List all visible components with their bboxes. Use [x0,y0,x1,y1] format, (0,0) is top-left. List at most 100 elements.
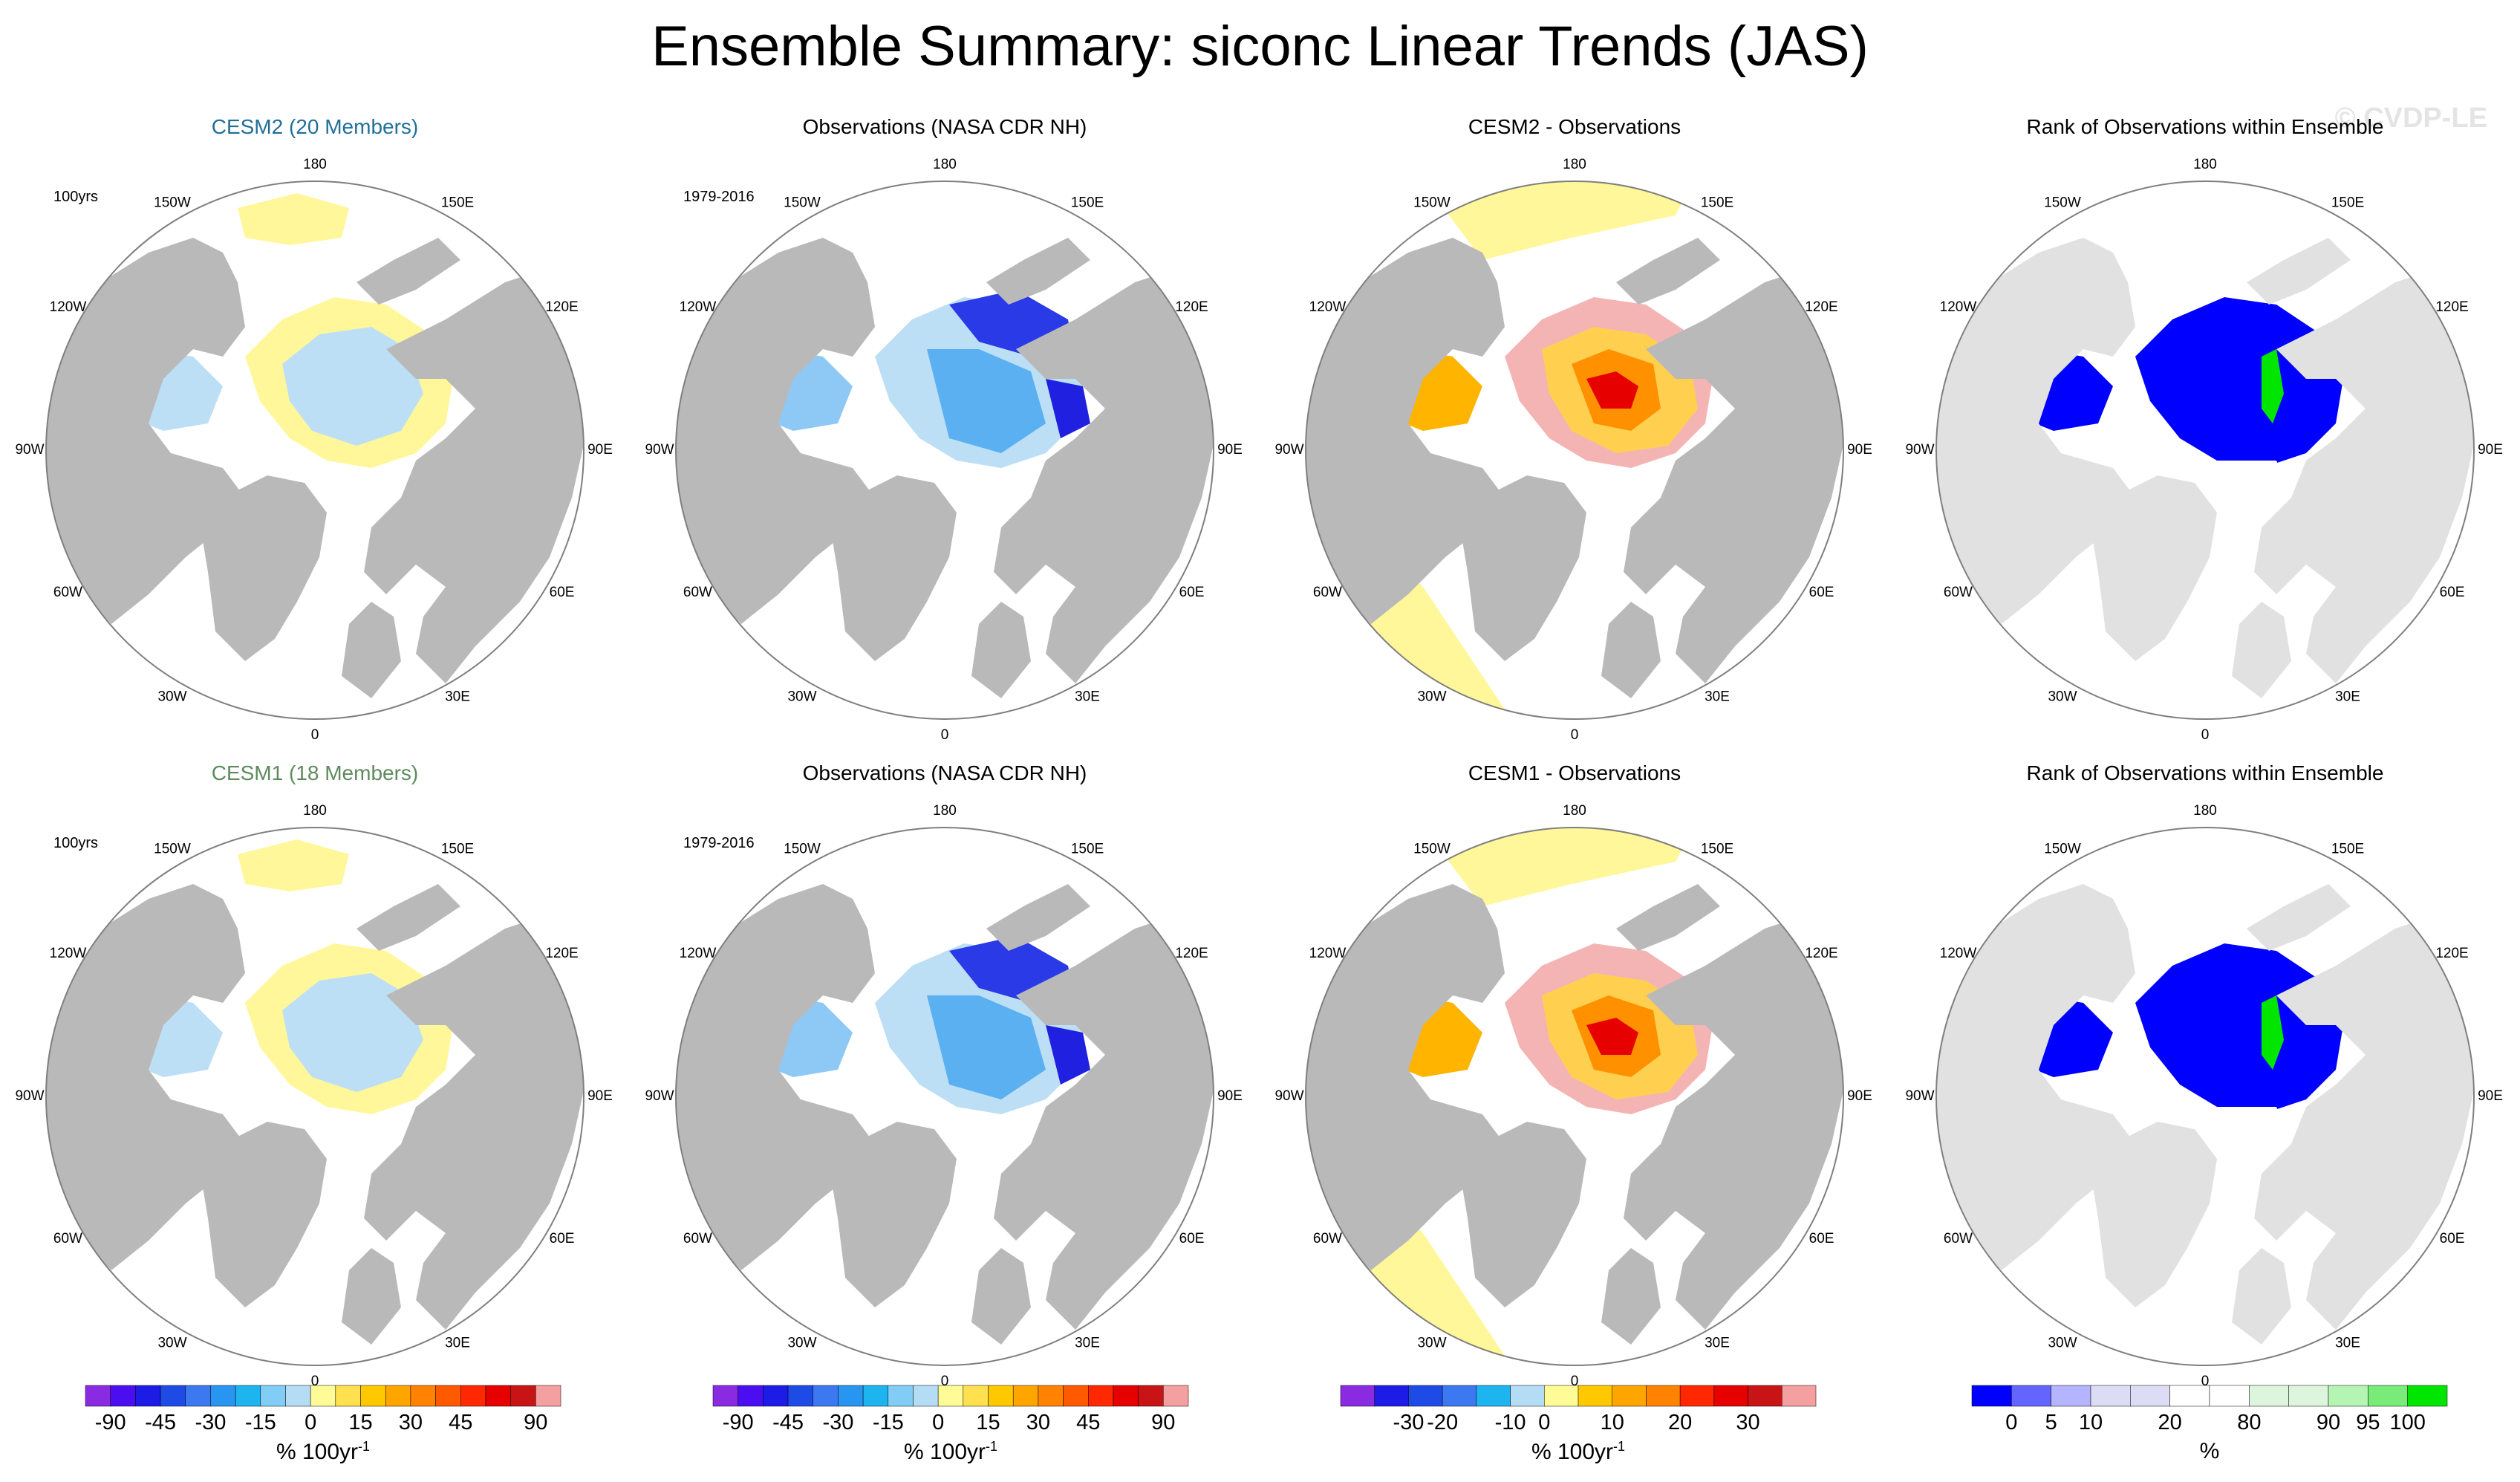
longitude-label: 90W [1274,442,1303,458]
longitude-label: 150E [2331,195,2364,210]
colorbar-swatch [1544,1385,1579,1407]
panel-title: Rank of Observations within Ensemble [2026,115,2384,138]
longitude-label: 120W [680,299,717,315]
units-exponent: -1 [358,1439,371,1454]
longitude-label: 90E [2478,442,2503,458]
longitude-label: 120W [680,946,717,961]
colorbar-swatch [1374,1385,1409,1407]
colorbar-swatches [85,1385,561,1407]
obs-moderate-decline [927,349,1046,453]
map-panel-ensemble: 180 150E 120E 90E 60E 30E 0 30W 60W 90W 120W 150W CE… [0,758,630,1404]
land-eurasia [1624,914,1843,1330]
map-panel-observations: 180 150E 120E 90E 60E 30E 0 30W 60W 90W 120W 150W Ob… [630,111,1260,758]
colorbar: -90 -45 -30 -15 0 15 30 45 90 % 100yr-1 [85,1385,561,1475]
longitude-label: 150E [2331,841,2364,857]
land-chukotka [986,238,1090,305]
colorbar-swatch [813,1385,839,1407]
panel-title: Rank of Observations within Ensemble [2026,761,2384,784]
units-exponent: -1 [1613,1439,1626,1454]
longitude-label: 30W [1417,689,1446,705]
longitude-label: 150W [1413,841,1451,857]
land-northAmerica [46,884,245,1270]
colorbar-swatch [210,1385,236,1407]
polar-map: 180 150E 120E 90E 60E 30E 0 30W 60W 90W 120W 150W [15,803,613,1389]
colorbar-tick-label: -15 [244,1411,276,1434]
longitude-label: 30E [445,1336,470,1351]
rank-low-region [2135,943,2343,1114]
land-eurasia [364,267,584,683]
longitude-label: 90W [15,1088,44,1104]
map-panel-difference: 180 150E 120E 90E 60E 30E 0 30W 60W 90W 120W 150W CE… [1260,758,1889,1404]
longitude-label: 30E [2335,689,2360,705]
rank-high-band [2262,349,2284,423]
colorbar-swatch [285,1385,311,1407]
colorbar-swatch [763,1385,789,1407]
colorbar-units: % 100yr-1 [1531,1439,1625,1465]
longitude-label: 0 [311,1374,319,1389]
longitude-label: 30W [2048,1336,2077,1351]
land-scandinavia [2232,602,2291,698]
obs-moderate-decline [927,995,1046,1099]
panel-title: CESM2 (20 Members) [211,115,419,138]
colorbar-swatch [1088,1385,1114,1407]
colorbar-swatch [2288,1385,2329,1407]
colorbar-swatch [360,1385,386,1407]
colorbar-swatches [1971,1385,2448,1407]
units-text: % [2199,1439,2220,1463]
colorbar-swatch [1713,1385,1748,1407]
longitude-label: 90W [645,442,674,458]
colorbar-tick-label: -20 [1427,1411,1459,1434]
longitude-label: 180 [303,803,327,819]
panel-title: Observations (NASA CDR NH) [802,761,1087,784]
longitude-label: 90E [587,442,613,458]
longitude-label: 0 [941,727,949,743]
longitude-label: 90W [645,1088,674,1104]
land-scandinavia [971,602,1031,698]
panel-title: Observations (NASA CDR NH) [802,115,1087,138]
colorbar-swatch [2011,1385,2051,1407]
colorbar-swatch [862,1385,889,1407]
land-northAmerica [1306,238,1505,624]
colorbar-swatch [260,1385,286,1407]
land-chukotka [2247,238,2351,305]
longitude-label: 180 [1563,157,1586,172]
polar-map: 180 150E 120E 90E 60E 30E 0 30W 60W 90W 120W 150W [645,157,1243,743]
colorbar-swatches [1340,1385,1817,1407]
longitude-label: 30E [1075,689,1100,705]
map-outline [45,827,585,1366]
colorbar-swatch [2090,1385,2131,1407]
longitude-label: 90E [1217,442,1243,458]
colorbar-swatch [712,1385,738,1407]
longitude-label: 90W [1274,1088,1303,1104]
longitude-label: 150E [1071,195,1104,210]
map-outline [675,181,1214,720]
map-panel-observations: 180 150E 120E 90E 60E 30E 0 30W 60W 90W 120W 150W Ob… [630,758,1260,1404]
colorbar-swatch [738,1385,764,1407]
longitude-label: 30W [787,689,816,705]
colorbar-swatch [2169,1385,2210,1407]
longitude-label: 180 [2193,803,2217,819]
longitude-label: 30E [1705,689,1730,705]
colorbar-swatch [2209,1385,2250,1407]
longitude-label: 150E [1071,841,1104,857]
colorbar-tick-label: 30 [1026,1411,1051,1434]
map-panel-ensemble: 180 150E 120E 90E 60E 30E 0 30W 60W 90W 120W 150W CE… [0,111,630,758]
colorbar-swatch [160,1385,186,1407]
longitude-label: 150W [1413,195,1451,210]
colorbar-swatch [2407,1385,2448,1407]
period-label: 100yrs [53,835,99,851]
colorbar: -90 -45 -30 -15 0 15 30 45 90 % 100yr-1 [712,1385,1189,1475]
longitude-label: 180 [303,157,327,172]
longitude-label: 30E [2335,1336,2360,1351]
colorbar-swatch [2051,1385,2091,1407]
colorbar-swatch [787,1385,813,1407]
longitude-label: 150W [2044,841,2081,857]
colorbar-tick-label: 10 [1600,1411,1624,1434]
colorbar-tick-label: 0 [932,1411,945,1434]
colorbar-tick-label: 45 [449,1411,473,1434]
longitude-label: 90E [587,1088,613,1104]
map-outline [45,181,585,720]
land-eurasia [1624,267,1843,683]
longitude-label: 60E [2440,1231,2465,1247]
land-chukotka [2247,884,2351,951]
